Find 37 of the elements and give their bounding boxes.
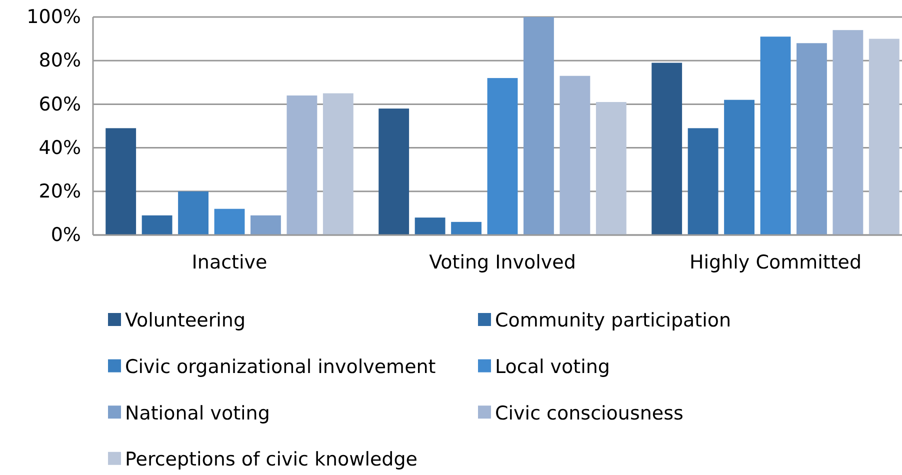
x-tick-label: Inactive — [192, 251, 268, 274]
legend-label: National voting — [125, 402, 270, 424]
bar — [451, 222, 482, 235]
y-tick-label: 20% — [38, 180, 81, 202]
bar — [414, 218, 446, 235]
bar — [524, 17, 554, 235]
bar — [142, 215, 172, 235]
bar — [868, 38, 900, 235]
bar — [596, 102, 626, 235]
bar — [487, 78, 518, 235]
x-tick-label: Highly Committed — [689, 251, 862, 274]
bar — [724, 100, 754, 235]
legend-label: Volunteering — [125, 310, 246, 332]
legend-label: Perceptions of civic knowledge — [125, 448, 418, 471]
y-tick-label: 100% — [26, 6, 81, 28]
bar — [796, 43, 827, 235]
bar — [178, 191, 208, 235]
bar — [286, 95, 318, 235]
y-tick-label: 0% — [50, 224, 81, 246]
y-tick-label: 80% — [38, 50, 81, 72]
bar — [214, 208, 245, 235]
y-tick-label: 40% — [38, 136, 81, 159]
legend-label: Civic organizational involvement — [125, 356, 436, 378]
x-tick-label: Voting Involved — [429, 251, 576, 274]
legend-label: Local voting — [495, 356, 610, 378]
bar — [760, 36, 791, 235]
bar — [250, 215, 281, 235]
bar — [652, 62, 682, 235]
bar — [832, 30, 864, 235]
bar — [378, 108, 410, 235]
legend-label: Community participation — [495, 310, 732, 332]
legend-label: Civic consciousness — [495, 402, 684, 424]
bar — [560, 76, 590, 235]
bar — [688, 128, 718, 235]
bar — [322, 93, 354, 235]
bar — [106, 128, 136, 235]
y-tick-label: 60% — [38, 93, 81, 116]
